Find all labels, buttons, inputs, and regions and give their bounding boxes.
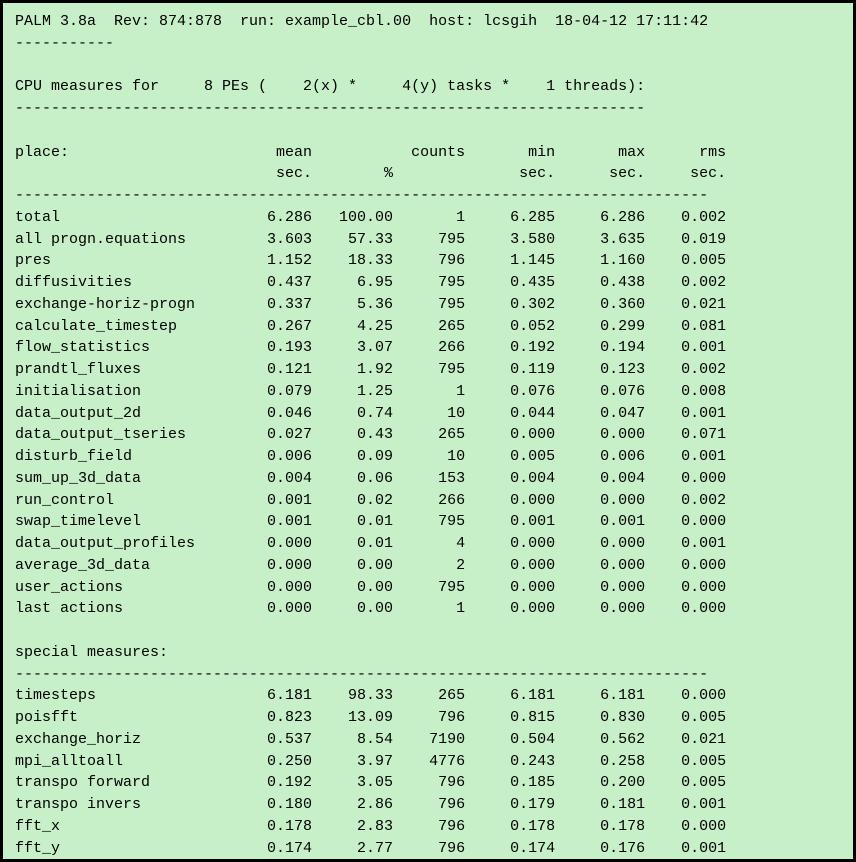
terminal-output: PALM 3.8a Rev: 874:878 run: example_cbl.… bbox=[0, 0, 856, 862]
